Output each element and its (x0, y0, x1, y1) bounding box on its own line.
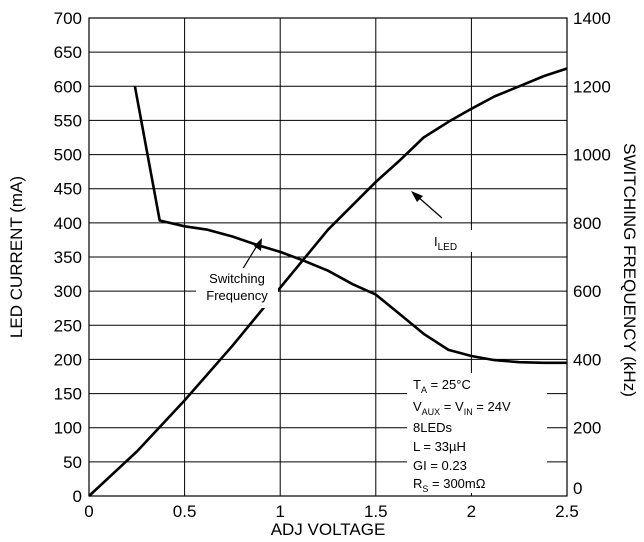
freq-label-line2: Frequency (206, 288, 268, 303)
y-tick-label-3: 150 (54, 385, 82, 404)
condition-rs: RS = 300mΩ (413, 476, 486, 494)
iled-label-main: I (434, 234, 438, 249)
y-tick-label-5: 250 (54, 316, 82, 335)
y2-tick-labels: 0 200 400 600 800 1000 1200 1400 (573, 9, 611, 498)
y2-tick-label-0: 0 (573, 479, 582, 498)
series-line-iled (88, 67, 568, 497)
y2-tick-label-3: 600 (573, 282, 601, 301)
y2-tick-label-4: 800 (573, 214, 601, 233)
y2-axis-title: SWITCHING FREQUENCY (kHz) (620, 143, 639, 397)
y-tick-label-14: 700 (54, 9, 82, 28)
x-tick-label-3: 1.5 (364, 502, 388, 521)
iled-annotation: ILED (411, 191, 478, 253)
y-tick-label-8: 400 (54, 214, 82, 233)
y-tick-label-2: 100 (54, 419, 82, 438)
series-line-switching-frequency (133, 86, 567, 365)
condition-vaux: VAUX = VIN = 24V (413, 399, 511, 417)
y-tick-label-6: 300 (54, 282, 82, 301)
iled-arrowhead (411, 191, 423, 202)
iled-label: ILED (434, 234, 457, 253)
test-conditions: TA = 25°C VAUX = VIN = 24V 8LEDs L = 33µ… (407, 373, 547, 494)
conditions-bg (407, 373, 547, 493)
y2-tick-label-7: 1400 (573, 9, 611, 28)
y-tick-label-7: 350 (54, 248, 82, 267)
condition-leds: 8LEDs (413, 420, 453, 435)
y-tick-label-12: 600 (54, 77, 82, 96)
y-tick-label-0: 0 (73, 487, 82, 506)
data-curves (88, 67, 568, 497)
freq-label-line1: Switching (209, 271, 265, 286)
y-tick-label-13: 650 (54, 43, 82, 62)
x-tick-label-2: 1 (275, 502, 284, 521)
x-tick-labels: 0 0.5 1 1.5 2 2.5 (84, 502, 579, 521)
condition-gi: GI = 0.23 (413, 458, 467, 473)
x-tick-label-1: 0.5 (173, 502, 197, 521)
x-tick-label-5: 2.5 (555, 502, 579, 521)
iled-label-bg (430, 230, 478, 252)
y-tick-label-9: 450 (54, 180, 82, 199)
y-tick-labels: 0 50 100 150 200 250 300 350 400 450 500 550 600 650 7… (54, 9, 82, 506)
y-axis-title: LED CURRENT (mA) (7, 176, 26, 338)
freq-arrowhead (254, 238, 262, 251)
y-tick-label-11: 550 (54, 111, 82, 130)
freq-annotation: Switching Frequency (196, 238, 278, 308)
y2-tick-label-5: 1000 (573, 146, 611, 165)
x-tick-label-4: 2 (467, 502, 476, 521)
y2-tick-label-2: 400 (573, 350, 601, 369)
condition-ta: TA = 25°C (413, 377, 471, 395)
y2-tick-label-1: 200 (573, 419, 601, 438)
plot-frame (88, 17, 568, 497)
condition-inductor: L = 33µH (413, 439, 466, 454)
freq-label-bg (196, 268, 278, 308)
y2-tick-label-6: 1200 (573, 77, 611, 96)
y-tick-label-10: 500 (54, 146, 82, 165)
x-tick-label-0: 0 (84, 502, 93, 521)
y-tick-label-4: 200 (54, 350, 82, 369)
y-tick-label-1: 50 (63, 453, 82, 472)
x-axis-title: ADJ VOLTAGE (271, 520, 386, 539)
iled-label-sub: LED (438, 242, 457, 253)
iled-arrow (416, 195, 443, 219)
